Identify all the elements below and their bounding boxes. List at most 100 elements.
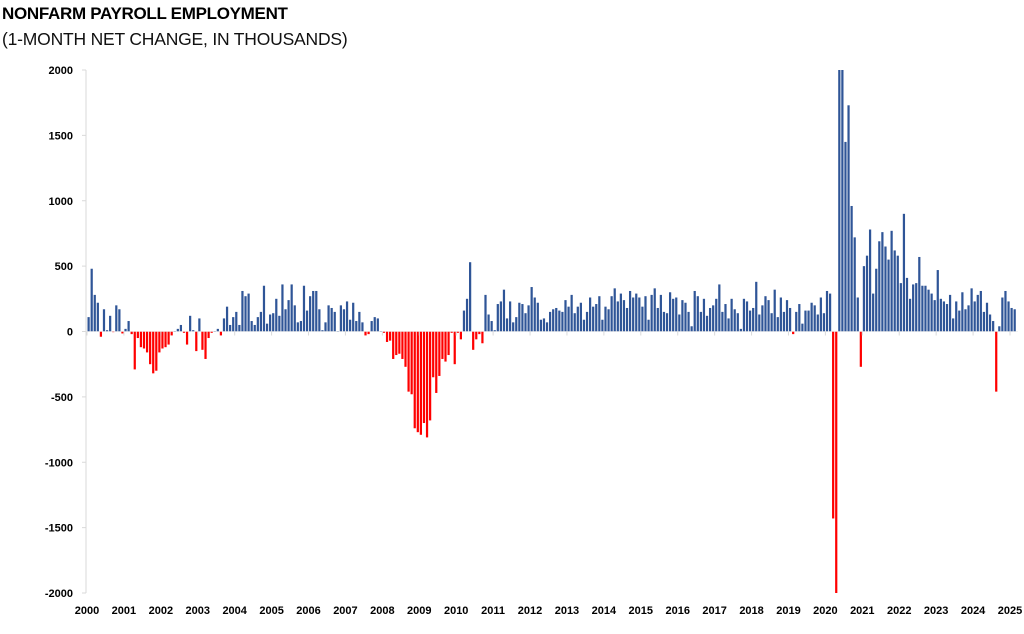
- bar-99: [392, 331, 395, 359]
- bar-276: [936, 270, 939, 332]
- bar-139: [515, 317, 518, 332]
- bar-157: [570, 294, 573, 332]
- bar-125: [472, 331, 475, 350]
- bar-150: [549, 311, 552, 332]
- bar-178: [635, 293, 638, 332]
- x-tick-label: 2015: [629, 605, 653, 617]
- bar-30: [179, 324, 183, 332]
- bar-13: [127, 321, 130, 332]
- bar-54: [253, 324, 256, 332]
- bar-17: [139, 331, 143, 348]
- bar-116: [444, 331, 447, 362]
- bar-182: [647, 319, 650, 332]
- bar-191: [675, 297, 678, 332]
- x-tick-label: 2002: [149, 605, 173, 617]
- bar-219: [761, 305, 764, 332]
- bar-55: [256, 317, 259, 332]
- bar-300: [1010, 307, 1013, 332]
- x-tick-label: 2019: [776, 605, 800, 617]
- bar-143: [527, 305, 530, 332]
- x-tick-label: 2014: [592, 605, 617, 617]
- bar-10: [118, 309, 121, 332]
- x-tick-label: 2004: [222, 605, 247, 617]
- bar-253: [865, 255, 869, 332]
- bar-211: [736, 313, 739, 332]
- x-tick-label: 2008: [370, 605, 394, 617]
- bar-218: [758, 314, 761, 332]
- bar-58: [265, 323, 269, 332]
- bar-299: [1007, 301, 1010, 332]
- bar-249: [853, 237, 856, 332]
- bar-124: [469, 262, 472, 332]
- bar-130: [487, 314, 490, 332]
- bar-194: [684, 302, 687, 332]
- bar-137: [509, 301, 512, 332]
- bar-235: [810, 302, 813, 332]
- bar-133: [496, 304, 499, 332]
- bar-128: [481, 331, 484, 344]
- bar-53: [250, 321, 253, 332]
- bar-102: [401, 331, 404, 359]
- bar-69: [299, 321, 303, 332]
- y-tick-label: -2000: [45, 588, 73, 600]
- bar-268: [912, 284, 915, 332]
- bar-203: [712, 305, 715, 332]
- bar-278: [942, 301, 946, 332]
- bar-181: [644, 296, 647, 332]
- bar-91: [367, 331, 370, 335]
- bar-98: [389, 331, 392, 341]
- y-tick-label: -500: [51, 392, 73, 404]
- bar-279: [945, 304, 949, 332]
- bar-61: [275, 298, 278, 332]
- bar-241: [828, 293, 832, 332]
- bar-85: [349, 319, 352, 332]
- bar-22: [155, 331, 158, 371]
- bar-286: [967, 305, 970, 332]
- bar-6: [105, 330, 109, 332]
- bar-301: [1013, 309, 1016, 332]
- bar-16: [136, 331, 139, 339]
- bar-103: [404, 331, 407, 367]
- bar-86: [352, 302, 355, 332]
- bar-83: [342, 309, 346, 332]
- bar-132: [493, 330, 496, 332]
- bar-289: [976, 294, 979, 332]
- bar-108: [419, 331, 422, 435]
- x-tick-label: 2001: [112, 605, 136, 617]
- bar-9: [115, 305, 118, 332]
- bar-185: [656, 307, 659, 332]
- bar-71: [305, 310, 309, 332]
- bar-15: [133, 331, 136, 370]
- bar-197: [693, 290, 696, 332]
- bar-156: [567, 306, 570, 332]
- bar-101: [398, 331, 401, 354]
- bar-232: [801, 323, 804, 332]
- bar-82: [339, 305, 343, 332]
- bar-254: [868, 229, 872, 332]
- bar-159: [576, 306, 579, 332]
- bar-155: [564, 300, 567, 332]
- bar-149: [545, 322, 549, 332]
- bar-154: [561, 311, 564, 332]
- x-tick-label: 2006: [296, 605, 320, 617]
- bar-245: [841, 70, 844, 332]
- bar-36: [198, 318, 201, 332]
- bar-123: [465, 298, 469, 332]
- bar-67: [293, 305, 296, 332]
- bar-164: [592, 306, 595, 332]
- bar-27: [170, 331, 173, 336]
- x-tick-label: 2013: [555, 605, 579, 617]
- bar-3: [96, 302, 99, 332]
- bar-261: [890, 230, 893, 332]
- bar-205: [718, 284, 721, 332]
- bar-5: [102, 309, 106, 332]
- bar-198: [696, 296, 699, 332]
- bar-267: [908, 298, 912, 332]
- bar-263: [896, 255, 899, 332]
- bar-225: [779, 297, 782, 332]
- bar-272: [924, 285, 927, 332]
- y-tick-label: 500: [55, 261, 73, 273]
- bar-208: [727, 318, 730, 332]
- x-tick-label: 2023: [924, 605, 948, 617]
